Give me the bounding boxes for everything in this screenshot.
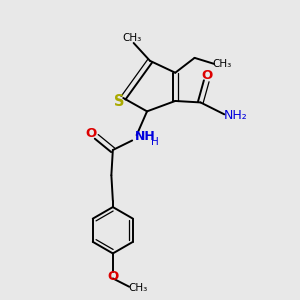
Text: O: O	[85, 127, 97, 140]
Text: O: O	[107, 270, 118, 283]
Text: CH₃: CH₃	[122, 33, 142, 43]
Text: NH: NH	[135, 130, 155, 143]
Text: CH₃: CH₃	[128, 283, 148, 293]
Text: S: S	[113, 94, 124, 109]
Text: CH₃: CH₃	[213, 59, 232, 69]
Text: O: O	[201, 69, 213, 82]
Text: H: H	[151, 137, 159, 147]
Text: NH₂: NH₂	[224, 109, 248, 122]
